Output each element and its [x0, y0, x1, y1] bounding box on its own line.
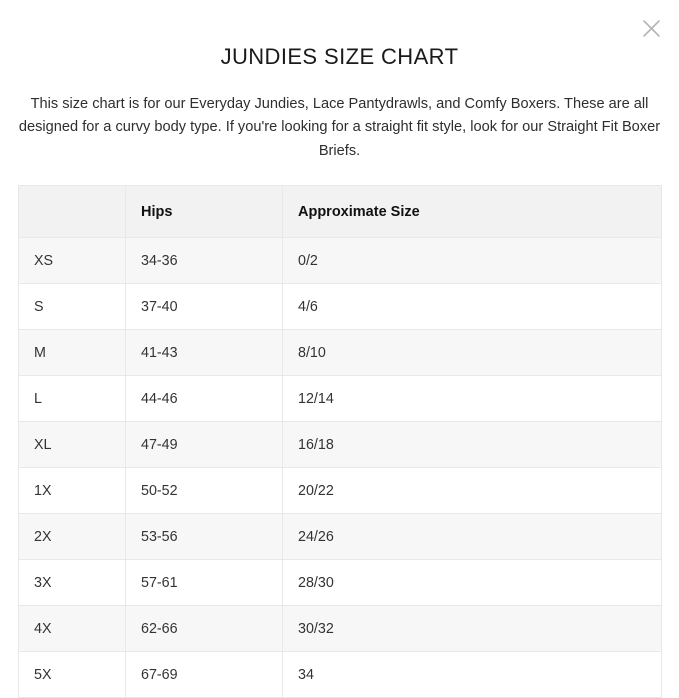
- table-body: XS 34-36 0/2 S 37-40 4/6 M 41-43 8/10 L …: [18, 237, 662, 698]
- close-icon-glyph: [642, 19, 660, 37]
- table-row: 2X 53-56 24/26: [18, 513, 662, 561]
- table-row: 1X 50-52 20/22: [18, 467, 662, 515]
- column-header-hips: Hips: [125, 185, 283, 239]
- cell-size: XL: [18, 421, 126, 469]
- table-row: XS 34-36 0/2: [18, 237, 662, 285]
- table-row: M 41-43 8/10: [18, 329, 662, 377]
- cell-hips: 34-36: [125, 237, 283, 285]
- cell-size: M: [18, 329, 126, 377]
- cell-hips: 47-49: [125, 421, 283, 469]
- cell-hips: 67-69: [125, 651, 283, 698]
- cell-hips: 37-40: [125, 283, 283, 331]
- table-header-row: Hips Approximate Size: [18, 185, 662, 239]
- close-icon[interactable]: [634, 11, 668, 45]
- cell-hips: 57-61: [125, 559, 283, 607]
- table-row: S 37-40 4/6: [18, 283, 662, 331]
- size-chart-modal: JUNDIES SIZE CHART This size chart is fo…: [18, 11, 668, 698]
- cell-size: 3X: [18, 559, 126, 607]
- cell-approx: 34: [282, 651, 662, 698]
- cell-hips: 53-56: [125, 513, 283, 561]
- page-title: JUNDIES SIZE CHART: [220, 44, 459, 69]
- cell-size: 4X: [18, 605, 126, 653]
- modal-description: This size chart is for our Everyday Jund…: [18, 95, 661, 159]
- cell-size: XS: [18, 237, 126, 285]
- table-row: XL 47-49 16/18: [18, 421, 662, 469]
- cell-size: 2X: [18, 513, 126, 561]
- cell-approx: 8/10: [282, 329, 662, 377]
- size-chart-table: Hips Approximate Size XS 34-36 0/2 S 37-…: [18, 185, 662, 698]
- table-row: 4X 62-66 30/32: [18, 605, 662, 653]
- column-header-approximate-size: Approximate Size: [282, 185, 662, 239]
- cell-size: 1X: [18, 467, 126, 515]
- cell-approx: 20/22: [282, 467, 662, 515]
- cell-approx: 12/14: [282, 375, 662, 423]
- table-row: L 44-46 12/14: [18, 375, 662, 423]
- size-table-container: Hips Approximate Size XS 34-36 0/2 S 37-…: [0, 163, 679, 698]
- cell-approx: 0/2: [282, 237, 662, 285]
- table-header: Hips Approximate Size: [18, 185, 662, 239]
- cell-approx: 4/6: [282, 283, 662, 331]
- column-header-size: [18, 185, 126, 239]
- cell-size: L: [18, 375, 126, 423]
- table-row: 5X 67-69 34: [18, 651, 662, 698]
- cell-size: 5X: [18, 651, 126, 698]
- cell-approx: 24/26: [282, 513, 662, 561]
- cell-approx: 16/18: [282, 421, 662, 469]
- cell-hips: 41-43: [125, 329, 283, 377]
- cell-hips: 50-52: [125, 467, 283, 515]
- cell-hips: 44-46: [125, 375, 283, 423]
- cell-hips: 62-66: [125, 605, 283, 653]
- cell-approx: 28/30: [282, 559, 662, 607]
- cell-size: S: [18, 283, 126, 331]
- cell-approx: 30/32: [282, 605, 662, 653]
- table-row: 3X 57-61 28/30: [18, 559, 662, 607]
